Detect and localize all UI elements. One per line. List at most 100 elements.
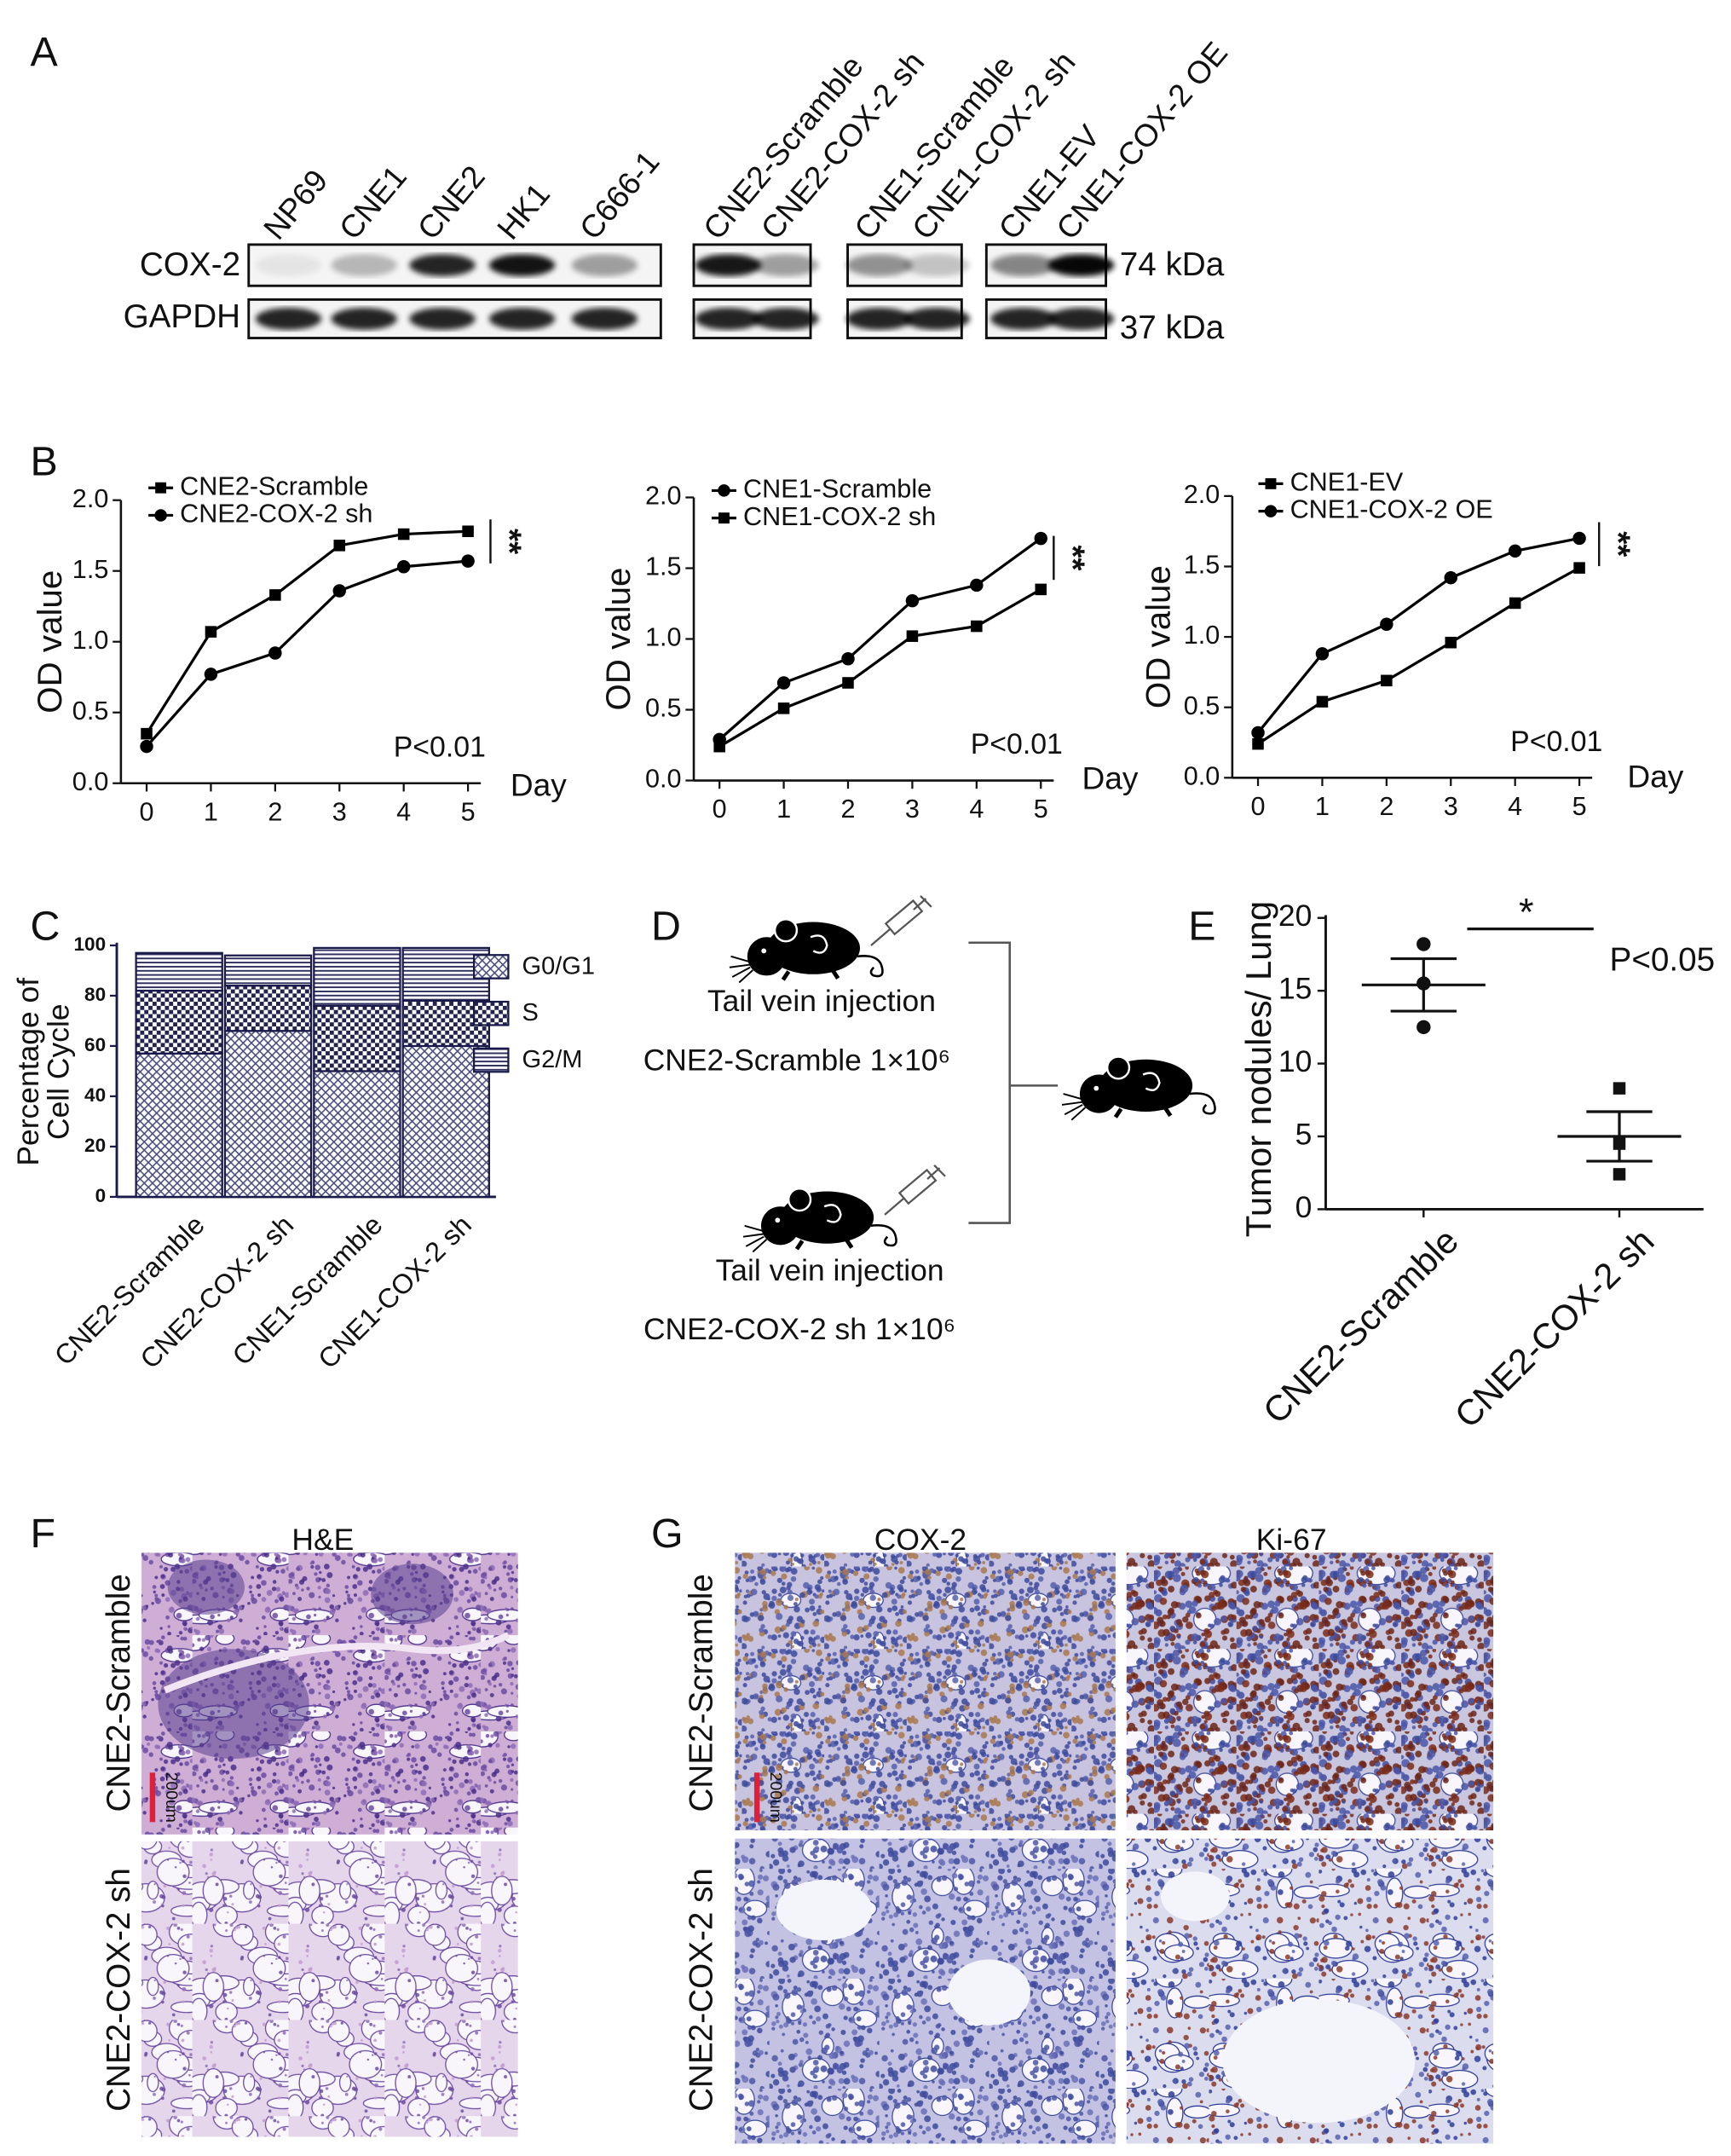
x-tick-label: CNE2-COX-2 sh xyxy=(134,1209,299,1374)
significance: ** xyxy=(1599,531,1636,558)
vessel xyxy=(163,1632,511,1694)
scale-bar xyxy=(149,1772,156,1823)
series-line xyxy=(145,529,469,735)
panel-label: F xyxy=(30,1511,55,1557)
micrograph xyxy=(735,1838,1116,2144)
bar-segment xyxy=(135,989,223,1055)
annotation: P<0.05 xyxy=(1610,942,1716,979)
y-tick-label: 10 xyxy=(1278,1044,1312,1078)
panel-label: D xyxy=(651,903,681,949)
series-line xyxy=(718,588,1042,749)
row-label: GAPDH xyxy=(124,298,241,335)
row-label: CNE2-Scramble xyxy=(101,1574,137,1812)
legend-swatch xyxy=(472,1000,510,1026)
band xyxy=(990,308,1057,330)
mouse xyxy=(1062,1057,1215,1120)
y-tick-label: 80 xyxy=(84,984,106,1005)
bar-segment xyxy=(223,985,313,1032)
legend-marker xyxy=(718,484,730,497)
marker xyxy=(140,739,153,754)
lane-label: CNE2 xyxy=(410,159,492,246)
bar-segment xyxy=(223,1030,313,1199)
x-tick-label: 3 xyxy=(1444,792,1458,821)
band xyxy=(409,254,476,276)
x-tick-label: 1 xyxy=(1315,792,1330,821)
bar-segment xyxy=(135,951,223,992)
marker xyxy=(204,668,218,681)
y-tick-label: 15 xyxy=(1278,972,1312,1006)
band xyxy=(488,254,556,276)
x-tick-label: CNE2-Scramble xyxy=(49,1209,211,1371)
bar-segment xyxy=(223,954,313,987)
marker xyxy=(841,652,855,666)
micrograph xyxy=(735,1552,1116,1830)
bar-segment xyxy=(135,1052,223,1199)
air-space xyxy=(1222,1999,1416,2124)
size-label: 37 kDa xyxy=(1120,309,1225,346)
x-tick-label: 2 xyxy=(268,797,282,826)
size-label: 74 kDa xyxy=(1120,246,1225,283)
row-label: CNE2-Scramble xyxy=(684,1574,720,1812)
y-tick-label: 40 xyxy=(84,1084,106,1106)
tumor-nodule xyxy=(167,1559,245,1615)
marker xyxy=(205,626,217,638)
bar-segment xyxy=(313,1004,401,1072)
x-axis-label: Day xyxy=(1627,759,1683,795)
panel-label: C xyxy=(30,903,60,949)
marker xyxy=(842,677,854,689)
bracket xyxy=(968,941,1059,1224)
y-axis-label: OD value xyxy=(599,568,638,711)
marker xyxy=(970,578,984,592)
y-tick-label: 1.5 xyxy=(1184,551,1220,580)
x-tick-label: 0 xyxy=(713,795,727,824)
x-tick-label: 1 xyxy=(204,797,218,826)
band xyxy=(903,254,971,276)
marker xyxy=(269,589,281,601)
mouse xyxy=(730,919,883,982)
y-tick-label: 2.0 xyxy=(1184,480,1220,509)
marker xyxy=(777,702,790,714)
legend-label: CNE1-EV xyxy=(1290,467,1404,496)
x-tick-label: 3 xyxy=(905,795,920,824)
x-tick-label: 4 xyxy=(969,795,984,824)
injection-label: Tail vein injection xyxy=(716,1253,944,1287)
annotation: P<0.01 xyxy=(1510,725,1602,758)
tumor-nodule xyxy=(371,1564,453,1625)
y-axis-label: OD value xyxy=(1140,565,1178,708)
series-line xyxy=(1256,536,1580,734)
y-tick-label: 60 xyxy=(84,1034,106,1055)
series-line xyxy=(718,537,1042,741)
marker xyxy=(906,630,919,642)
diagram-texts: Tail vein injection CNE2-Scramble 1×10⁶ … xyxy=(643,984,956,1346)
marker xyxy=(1417,976,1431,991)
marker xyxy=(1251,725,1265,740)
y-tick-label: 20 xyxy=(84,1135,106,1156)
bar-segment xyxy=(313,1070,401,1199)
y-axis-label: Tumor nodules/ Lung xyxy=(1238,901,1278,1237)
x-tick-label: CNE2-COX-2 sh xyxy=(1446,1221,1661,1436)
x-axis-label: Day xyxy=(511,766,567,802)
lane-label: NP69 xyxy=(257,163,335,246)
y-tick-label: 0 xyxy=(95,1185,107,1206)
row-label: COX-2 xyxy=(140,246,240,283)
y-tick-label: 2.0 xyxy=(72,484,109,513)
legend-label: CNE1-Scramble xyxy=(743,475,932,504)
marker xyxy=(971,620,983,633)
syringe xyxy=(883,1164,947,1217)
marker xyxy=(1509,597,1521,610)
marker xyxy=(1417,937,1431,951)
band xyxy=(753,308,819,330)
x-tick-label: 4 xyxy=(1508,792,1522,821)
marker xyxy=(1034,531,1047,546)
air-space xyxy=(948,1959,1030,2026)
marker xyxy=(1573,562,1585,574)
x-tick-label: CNE1-Scramble xyxy=(227,1209,389,1371)
column-title: Ki-67 xyxy=(1256,1523,1327,1557)
panel-label: G xyxy=(651,1511,684,1557)
marker xyxy=(1508,544,1522,558)
marker xyxy=(1445,636,1457,649)
band xyxy=(255,254,322,276)
y-tick-label: 1.0 xyxy=(645,623,682,652)
legend-marker xyxy=(1264,505,1278,517)
marker xyxy=(1380,617,1393,631)
